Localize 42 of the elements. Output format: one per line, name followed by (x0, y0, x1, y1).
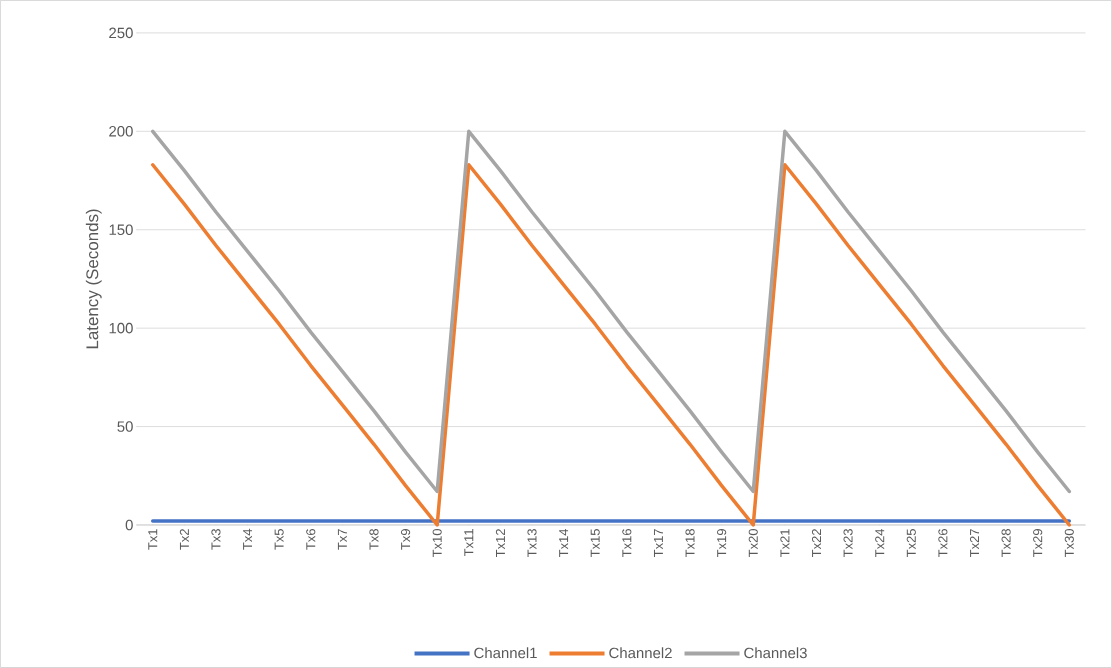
legend-label: Channel1 (474, 647, 537, 659)
x-tick-label: Tx24 (875, 528, 885, 558)
x-tick-label: Tx1 (148, 529, 158, 550)
y-tick-label: 150 (109, 224, 133, 236)
x-tick-label: Tx21 (780, 529, 790, 558)
x-tick-label: Tx29 (1033, 529, 1043, 558)
x-tick-label: Tx19 (717, 529, 727, 558)
x-tick-label: Tx2 (179, 529, 189, 550)
y-tick-label: 50 (117, 421, 133, 432)
y-tick-label: 0 (125, 519, 133, 531)
x-tick-label: Tx28 (1001, 529, 1011, 558)
legend-label: Channel2 (609, 647, 672, 659)
x-tick-label: Tx6 (306, 529, 316, 550)
x-tick-label: Tx12 (495, 529, 505, 558)
x-tick-label: Tx26 (938, 529, 948, 558)
x-tick-label: Tx18 (685, 529, 695, 558)
y-tick-label: 100 (109, 322, 133, 334)
x-tick-label: Tx16 (622, 529, 632, 558)
x-tick-label: Tx3 (211, 529, 221, 550)
x-tick-label: Tx8 (369, 529, 379, 550)
legend-label: Channel3 (744, 647, 807, 659)
x-tick-label: Tx4 (243, 528, 253, 550)
x-tick-label: Tx22 (811, 529, 821, 558)
x-tick-label: Tx30 (1064, 529, 1074, 558)
x-tick-label: Tx15 (590, 529, 600, 558)
x-tick-label: Tx17 (653, 529, 663, 558)
x-tick-label: Tx27 (969, 529, 980, 558)
x-tick-label: Tx11 (464, 529, 474, 557)
x-tick-label: Tx23 (843, 529, 853, 558)
line-series (150, 163, 1072, 527)
y-axis-title: Latency (Seconds) (85, 209, 102, 349)
x-tick-label: Tx14 (559, 528, 569, 558)
x-tick-label: Tx9 (400, 529, 411, 550)
x-tick-label: Tx10 (432, 529, 442, 558)
y-tick-label: 200 (109, 126, 133, 137)
x-tick-label: Tx13 (527, 529, 537, 558)
y-tick-label: 250 (109, 27, 133, 39)
x-tick-label: Tx7 (337, 529, 347, 550)
line-series (150, 129, 1072, 494)
x-tick-label: Tx25 (906, 529, 916, 558)
x-tick-label: Tx5 (274, 529, 284, 550)
x-tick-label: Tx20 (748, 529, 758, 558)
